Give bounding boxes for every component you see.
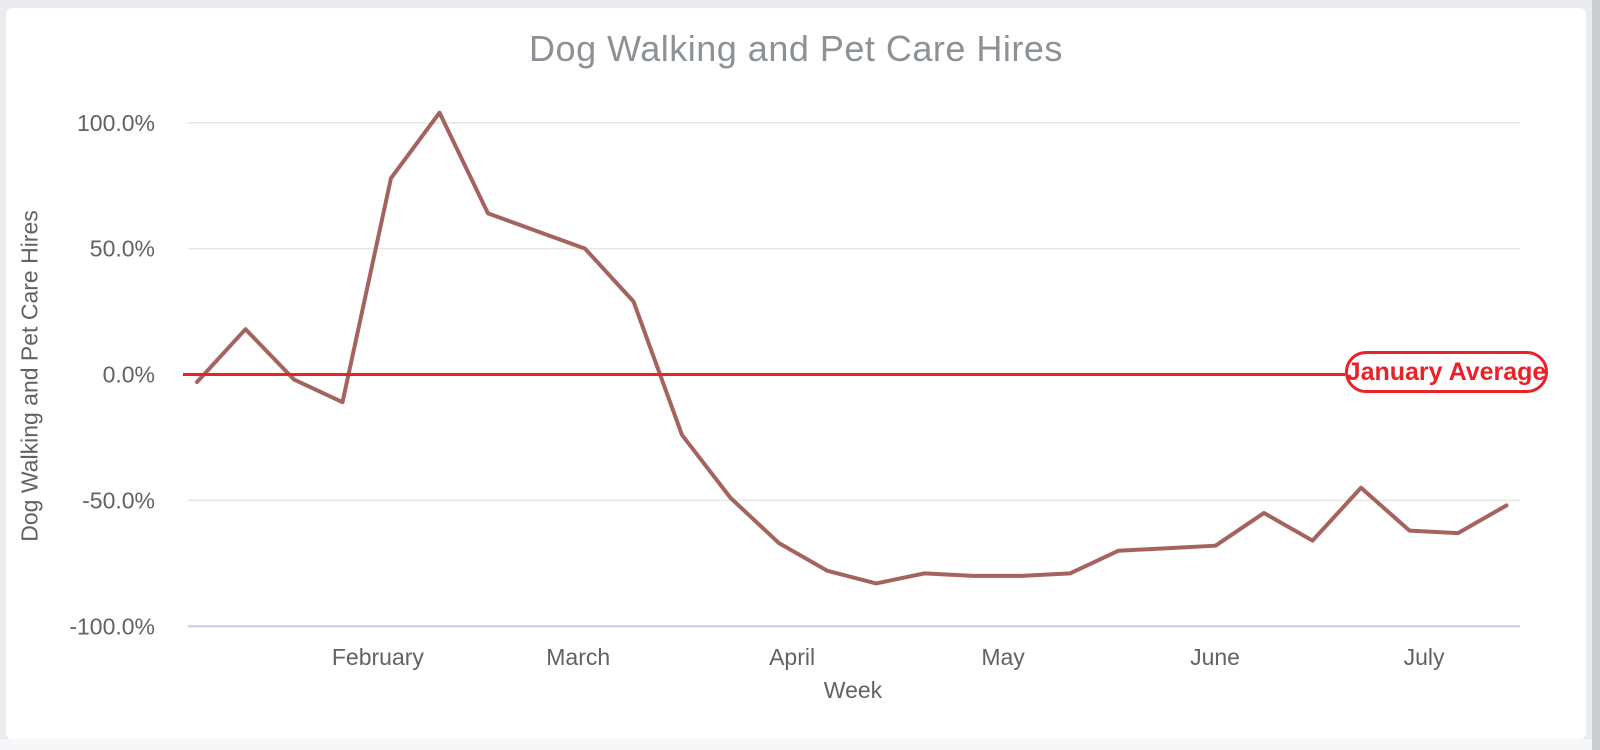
x-tick-label: April (769, 644, 815, 670)
january-average-annotation: January Average (1345, 351, 1548, 393)
data-series-line[interactable] (195, 110, 1509, 586)
y-tick-label: 50.0% (90, 236, 155, 262)
vertical-scrollbar[interactable] (1592, 0, 1600, 750)
x-tick-label: February (332, 644, 425, 670)
y-tick-label: 0.0% (103, 362, 155, 388)
x-tick-label: June (1190, 644, 1240, 670)
line-chart: 100.0% 50.0% 0.0% -50.0% -100.0% February Marc… (69, 110, 1520, 670)
y-tick-label: -50.0% (82, 487, 155, 513)
x-tick-label: March (546, 644, 610, 670)
chart-title: Dog Walking and Pet Care Hires (529, 28, 1063, 69)
y-tick-label: -100.0% (69, 613, 155, 639)
x-tick-label: May (981, 644, 1025, 670)
chart-card: Dog Walking and Pet Care Hires Dog Walki… (6, 8, 1586, 739)
page-bottom-strip (0, 739, 1592, 750)
x-axis-title: Week (823, 677, 883, 703)
x-tick-label: July (1404, 644, 1445, 670)
y-tick-label: 100.0% (77, 110, 155, 136)
